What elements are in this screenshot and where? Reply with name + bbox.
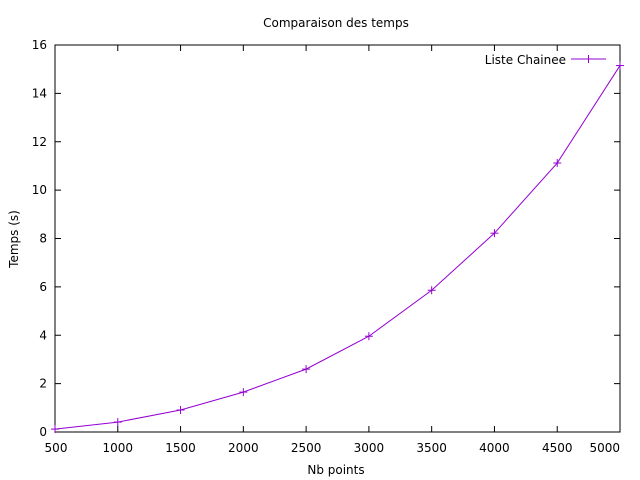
y-tick-label: 12: [32, 135, 47, 149]
data-point-marker: [113, 418, 122, 427]
x-tick-label: 2000: [228, 441, 259, 455]
x-axis: 500 1000 1500 2000 2500 3000 3500 4000 4500 5000: [45, 45, 621, 455]
legend-label: Liste Chainee: [485, 53, 566, 67]
x-tick-label: 3500: [416, 441, 447, 455]
data-point-marker: [302, 365, 311, 374]
data-point-marker: [616, 61, 624, 70]
data-point-marker: [51, 425, 59, 434]
data-point-marker: [553, 159, 562, 168]
chart-title: Comparaison des temps: [263, 16, 409, 30]
legend-marker: [584, 55, 593, 63]
x-tick-label: 3000: [354, 441, 385, 455]
legend: Liste Chainee: [485, 53, 606, 67]
data-point-marker: [490, 229, 499, 238]
x-tick-label: 500: [45, 441, 68, 455]
x-tick-label: 1500: [165, 441, 196, 455]
series-layer: [51, 61, 624, 434]
y-axis: 0 2 4 6 8 10 12 14 16: [32, 38, 620, 439]
x-tick-label: 4000: [479, 441, 510, 455]
y-tick-label: 8: [39, 232, 47, 246]
y-tick-label: 4: [39, 328, 47, 342]
y-tick-label: 2: [39, 377, 47, 391]
x-tick-label: 5000: [589, 441, 620, 455]
x-axis-label: Nb points: [307, 463, 364, 477]
x-tick-label: 1000: [103, 441, 134, 455]
y-tick-label: 16: [32, 38, 47, 52]
series-line: [54, 65, 621, 430]
y-tick-label: 0: [39, 425, 47, 439]
y-tick-label: 10: [32, 183, 47, 197]
y-tick-label: 6: [39, 280, 47, 294]
x-tick-label: 4500: [542, 441, 573, 455]
data-point-marker: [427, 286, 436, 295]
data-point-marker: [239, 388, 248, 397]
data-point-marker: [176, 405, 185, 414]
y-tick-label: 14: [32, 86, 47, 100]
data-point-marker: [364, 332, 373, 341]
x-tick-label: 2500: [291, 441, 322, 455]
y-axis-label: Temps (s): [7, 210, 21, 269]
